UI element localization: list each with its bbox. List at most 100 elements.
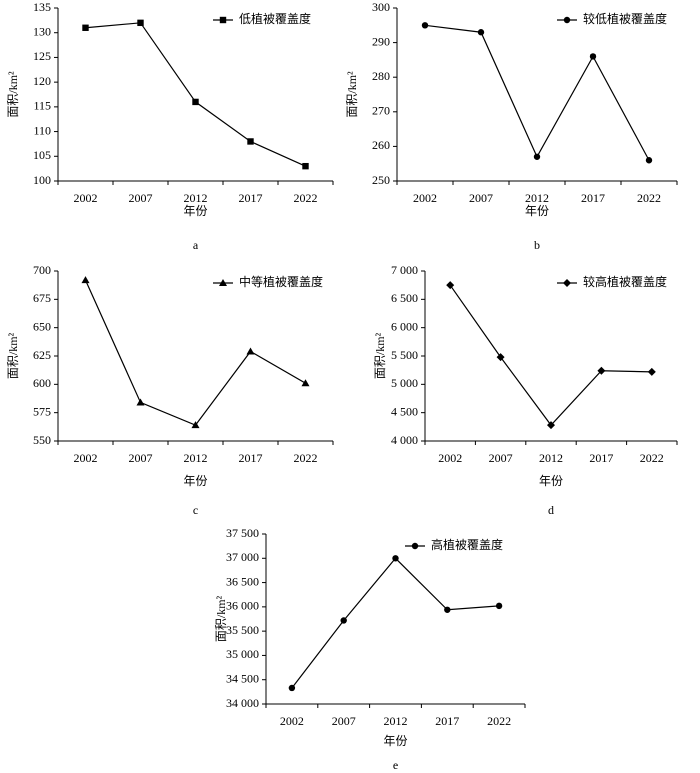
y-tick-label: 34 000: [226, 696, 259, 710]
y-tick-label: 110: [33, 123, 51, 137]
y-tick-label: 700: [33, 263, 51, 277]
data-line: [424, 24, 650, 161]
legend-label: 中等植被覆盖度: [239, 274, 323, 289]
marker: [302, 162, 309, 170]
marker: [219, 16, 227, 24]
x-tick-label: 2007: [332, 714, 356, 728]
legend-label: 较低植被覆盖度: [583, 11, 667, 26]
legend-label: 高植被覆盖度: [431, 537, 503, 552]
y-tick-label: 4 000: [391, 433, 418, 447]
y-tick-label: 36 000: [226, 599, 259, 613]
x-tick-label: 2002: [74, 191, 98, 205]
x-tick-label: 2002: [74, 451, 98, 465]
marker: [288, 684, 296, 692]
marker: [246, 347, 255, 355]
marker: [563, 279, 571, 287]
y-tick-label: 34 500: [226, 671, 259, 685]
y-tick-label: 35 500: [226, 623, 259, 637]
marker: [547, 421, 555, 430]
legend-label: 较高植被覆盖度: [583, 274, 667, 289]
y-tick-label: 5 500: [391, 348, 418, 362]
x-tick-label: 2017: [435, 714, 459, 728]
marker: [446, 281, 455, 290]
x-axis-label: 年份: [525, 204, 549, 218]
x-tick-label: 2002: [438, 451, 462, 465]
caption: d: [548, 503, 554, 517]
x-tick-label: 2022: [637, 191, 661, 205]
y-axis-label: 面积/km²: [345, 71, 359, 118]
marker: [340, 617, 347, 624]
y-axis-label: 面积/km²: [373, 332, 387, 379]
marker: [495, 602, 503, 610]
data-line: [85, 22, 306, 167]
data-line: [449, 284, 652, 427]
x-tick-label: 2017: [581, 191, 605, 205]
x-tick-label: 2002: [280, 714, 304, 728]
marker: [563, 16, 571, 24]
x-tick-label: 2017: [239, 191, 263, 205]
marker: [647, 367, 656, 376]
x-tick-label: 2012: [384, 714, 408, 728]
y-tick-label: 4 500: [391, 404, 418, 418]
marker: [82, 24, 89, 31]
axis-line: [424, 271, 677, 442]
x-tick-label: 2022: [294, 191, 318, 205]
y-tick-label: 115: [33, 99, 51, 113]
y-tick-label: 35 000: [226, 647, 259, 661]
marker: [421, 22, 429, 29]
x-axis-label: 年份: [183, 204, 207, 218]
marker: [411, 542, 419, 550]
x-tick-label: 2007: [129, 191, 153, 205]
marker: [192, 98, 199, 106]
x-tick-label: 2022: [640, 451, 664, 465]
y-tick-label: 135: [33, 0, 51, 14]
y-tick-label: 5 000: [391, 376, 418, 390]
y-tick-label: 125: [33, 49, 51, 63]
y-tick-label: 105: [33, 148, 51, 162]
marker: [597, 366, 606, 375]
marker: [301, 379, 310, 387]
x-tick-label: 2012: [184, 191, 208, 205]
y-axis-label: 面积/km²: [6, 332, 20, 379]
y-tick-label: 7 000: [391, 263, 418, 277]
marker: [589, 53, 597, 60]
y-axis-label: 面积/km²: [6, 71, 20, 118]
x-axis-label: 年份: [383, 734, 407, 748]
y-tick-label: 280: [372, 69, 390, 83]
y-tick-label: 270: [372, 104, 390, 118]
x-tick-label: 2022: [294, 451, 318, 465]
chart-panel: 550 575 600 625 650 675 700 2002 2007 2012 2017 202…: [6, 263, 334, 517]
y-tick-label: 6 500: [391, 291, 418, 305]
marker: [191, 421, 200, 429]
caption: c: [193, 503, 198, 517]
marker: [81, 276, 90, 284]
y-tick-label: 650: [33, 319, 51, 333]
y-tick-label: 625: [33, 348, 51, 362]
x-tick-label: 2017: [589, 451, 613, 465]
x-tick-label: 2017: [239, 451, 263, 465]
marker: [444, 606, 451, 613]
x-tick-label: 2022: [487, 714, 511, 728]
x-tick-label: 2007: [489, 451, 513, 465]
x-tick-label: 2012: [539, 451, 563, 465]
x-axis-label: 年份: [183, 474, 207, 488]
chart-panel: 4 000 4 500 5 000 5 500 6 000 6 500 7 000 2002 2…: [373, 263, 678, 517]
y-tick-label: 550: [33, 433, 51, 447]
y-tick-label: 100: [33, 173, 51, 187]
x-tick-label: 2012: [184, 451, 208, 465]
marker: [219, 279, 227, 286]
marker: [392, 555, 399, 562]
chart-panel: 100 105 110 115 120 125 130 135 2002 2007 2012 2017…: [6, 0, 334, 252]
y-tick-label: 130: [33, 24, 51, 38]
y-tick-label: 37 000: [226, 550, 259, 564]
y-tick-label: 600: [33, 376, 51, 390]
marker: [137, 19, 144, 27]
marker: [247, 138, 254, 145]
axis-line: [57, 271, 333, 442]
marker: [645, 157, 653, 164]
y-tick-label: 36 500: [226, 574, 259, 588]
x-tick-label: 2002: [413, 191, 437, 205]
y-tick-label: 6 000: [391, 319, 418, 333]
y-tick-label: 675: [33, 291, 51, 305]
chart-panel: 34 000 34 500 35 000 35 500 36 000 36 500 37 0…: [214, 526, 526, 772]
